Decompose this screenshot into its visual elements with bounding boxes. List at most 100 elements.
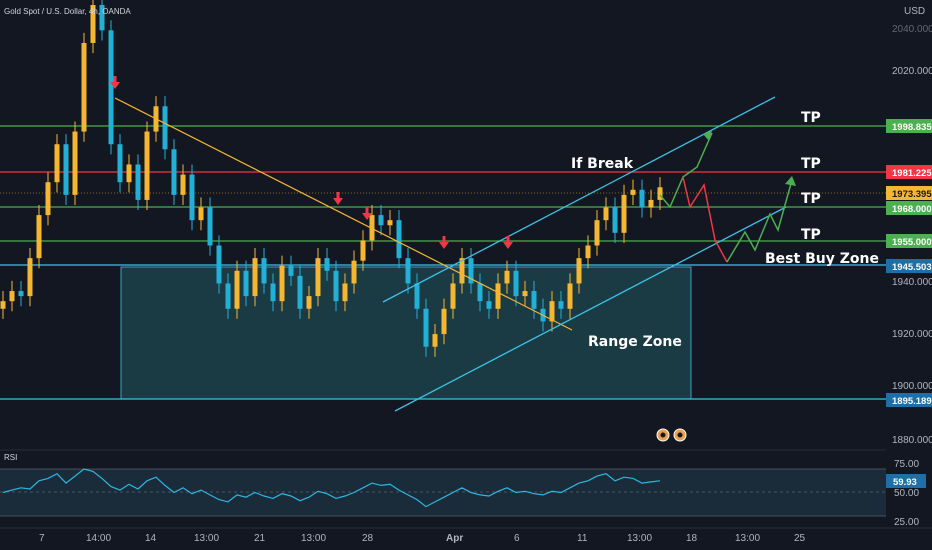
candle-body bbox=[657, 187, 663, 200]
candle-body bbox=[378, 215, 384, 226]
down-arrow-marker bbox=[362, 207, 372, 220]
y-tick-1940: 1940.000 bbox=[892, 277, 932, 288]
candle-body bbox=[225, 283, 231, 309]
candle-body bbox=[45, 182, 51, 216]
price-label-bg bbox=[886, 165, 932, 179]
x-tick: 13:00 bbox=[735, 533, 760, 544]
candle-body bbox=[558, 301, 564, 309]
rsi-line bbox=[2, 468, 661, 508]
rsi-tick-50: 50.00 bbox=[894, 488, 919, 499]
candle-body bbox=[27, 258, 33, 297]
candle-body bbox=[621, 194, 627, 233]
candle-body bbox=[567, 283, 573, 309]
candle-body bbox=[207, 207, 213, 246]
candle-body bbox=[216, 245, 222, 284]
annotation-range-zone: Range Zone bbox=[588, 334, 682, 350]
x-tick: 25 bbox=[794, 533, 806, 544]
price-label-1895: 1895.189 bbox=[892, 396, 932, 407]
candle-body bbox=[639, 189, 645, 208]
candle-body bbox=[189, 174, 195, 221]
candle-body bbox=[81, 42, 87, 132]
candle-body bbox=[180, 174, 186, 195]
candle-body bbox=[126, 164, 132, 183]
candle-body bbox=[495, 283, 501, 309]
candle-body bbox=[108, 30, 114, 145]
candle-body bbox=[36, 215, 42, 259]
candle-body bbox=[261, 258, 267, 284]
time-axis[interactable]: 7 14:00 14 13:00 21 13:00 28 Apr 6 11 13… bbox=[0, 527, 932, 544]
candle-body bbox=[9, 291, 15, 302]
price-label-bg bbox=[886, 201, 932, 215]
candle-body bbox=[450, 283, 456, 309]
candle-body bbox=[648, 199, 654, 208]
candle-body bbox=[234, 270, 240, 309]
down-arrow-marker bbox=[110, 76, 120, 89]
candle-body bbox=[513, 270, 519, 297]
candle-body bbox=[549, 301, 555, 322]
rsi-pane[interactable]: RSI 75.00 50.00 25.00 59.93 bbox=[0, 449, 926, 528]
economic-event-icon[interactable] bbox=[656, 428, 687, 442]
price-label-1968: 1968.000 bbox=[892, 204, 932, 215]
y-tick-2020: 2020.000 bbox=[892, 66, 932, 77]
candle-body bbox=[576, 258, 582, 284]
candle-body bbox=[270, 283, 276, 302]
x-tick: 13:00 bbox=[194, 533, 219, 544]
candle-body bbox=[0, 301, 6, 309]
down-arrow-marker bbox=[439, 236, 449, 249]
candle-body bbox=[54, 144, 60, 183]
x-tick: Apr bbox=[446, 533, 463, 544]
annotation-if-break: If Break bbox=[571, 156, 634, 172]
candle-body bbox=[144, 131, 150, 200]
candle-body bbox=[342, 283, 348, 302]
projection-green-buy-arrowhead bbox=[785, 176, 796, 186]
rsi-tick-75: 75.00 bbox=[894, 459, 919, 470]
price-label-1998: 1998.835 bbox=[892, 122, 932, 133]
candle-body bbox=[288, 265, 294, 276]
x-tick: 11 bbox=[577, 533, 588, 544]
candle-body bbox=[243, 270, 249, 297]
projection-red-down bbox=[682, 176, 728, 263]
candle-body bbox=[135, 164, 141, 200]
annotation-best-buy-zone: Best Buy Zone bbox=[765, 251, 879, 267]
y-tick-1900: 1900.000 bbox=[892, 381, 932, 392]
candle-body bbox=[630, 189, 636, 195]
candle-body bbox=[441, 308, 447, 335]
price-label-bg bbox=[886, 186, 932, 200]
y-tick-1880: 1880.000 bbox=[892, 435, 932, 446]
candle-body bbox=[297, 275, 303, 309]
candle-body bbox=[279, 265, 285, 302]
x-tick: 7 bbox=[39, 533, 45, 544]
candle-body bbox=[585, 245, 591, 259]
range-zone-box bbox=[120, 266, 692, 400]
descending-trendline bbox=[114, 97, 573, 331]
price-label-bg bbox=[886, 119, 932, 133]
candle-body bbox=[18, 291, 24, 297]
rsi-title: RSI bbox=[4, 453, 17, 462]
y-tick-1920: 1920.000 bbox=[892, 329, 932, 340]
price-axis[interactable]: 2040.000 2020.000 1940.000 1920.000 1900… bbox=[886, 24, 932, 446]
candle-body bbox=[117, 144, 123, 183]
candle-body bbox=[198, 207, 204, 221]
price-label-bg bbox=[886, 393, 932, 407]
currency-label: USD bbox=[904, 6, 925, 17]
candle-body bbox=[612, 207, 618, 233]
candle-body bbox=[306, 296, 312, 309]
channel-upper-line bbox=[382, 96, 776, 303]
x-tick: 18 bbox=[686, 533, 698, 544]
candle-body bbox=[396, 220, 402, 259]
symbol-title: Gold Spot / U.S. Dollar, 4h, OANDA bbox=[4, 7, 131, 16]
price-label-bg bbox=[886, 259, 932, 273]
candle-body bbox=[324, 258, 330, 271]
y-tick-2040: 2040.000 bbox=[892, 24, 932, 35]
annotation-tp-2: TP bbox=[801, 156, 821, 172]
candle-body bbox=[603, 207, 609, 221]
x-tick: 13:00 bbox=[301, 533, 326, 544]
candle-body bbox=[351, 260, 357, 284]
candle-body bbox=[522, 291, 528, 297]
x-tick: 14 bbox=[145, 533, 157, 544]
rsi-band bbox=[0, 469, 886, 516]
x-tick: 21 bbox=[254, 533, 266, 544]
candle-body bbox=[459, 258, 465, 284]
candle-body bbox=[369, 215, 375, 241]
